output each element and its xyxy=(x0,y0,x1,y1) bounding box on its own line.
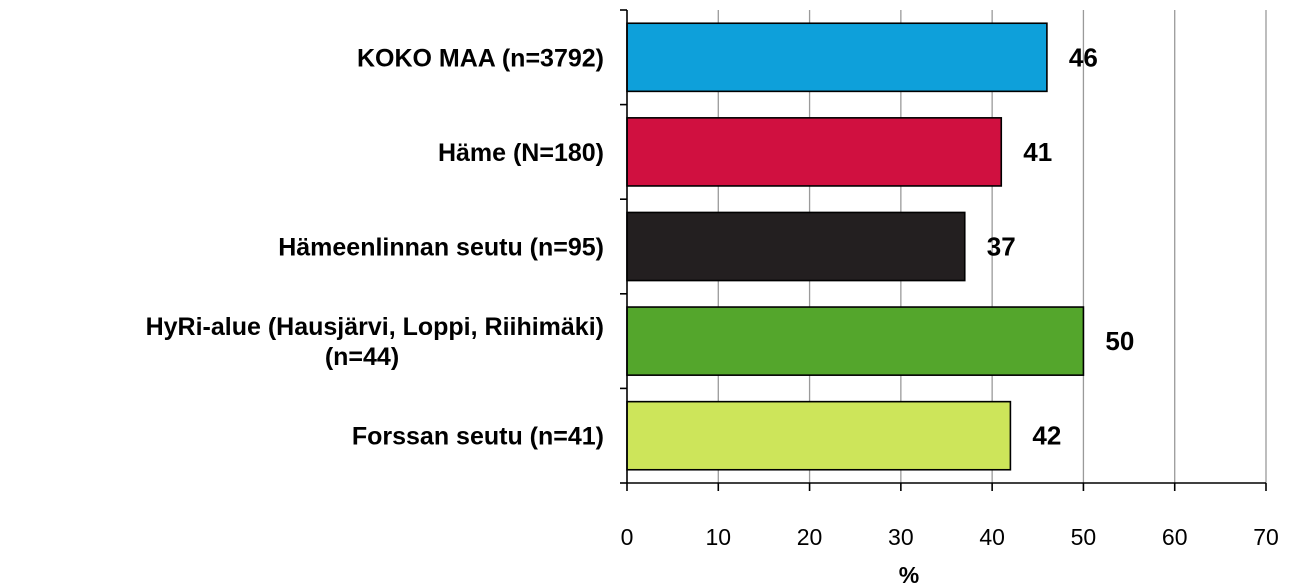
value-label-5: 42 xyxy=(1032,421,1061,451)
category-label-4: HyRi-alue (Hausjärvi, Loppi, Riihimäki)(… xyxy=(146,313,604,371)
bar-3 xyxy=(626,211,966,282)
labels: 46 KOKO MAA (n=3792) 41 Häme (N=180) 37 Hämee… xyxy=(146,42,1279,550)
bar-4 xyxy=(626,306,1085,376)
category-label-2: Häme (N=180) xyxy=(438,139,604,167)
x-tick-label-30: 30 xyxy=(888,524,914,550)
category-label-1: KOKO MAA (n=3792) xyxy=(357,44,604,72)
category-label-5: Forssan seutu (n=41) xyxy=(352,423,604,451)
x-tick-label-0: 0 xyxy=(621,524,634,550)
value-label-4: 50 xyxy=(1105,326,1134,356)
x-tick-label-70: 70 xyxy=(1253,524,1279,550)
category-label-line: Forssan seutu (n=41) xyxy=(352,423,604,451)
category-label-3: Hämeenlinnan seutu (n=95) xyxy=(278,234,604,262)
x-tick-label-60: 60 xyxy=(1162,524,1188,550)
x-tick-label-10: 10 xyxy=(705,524,731,550)
bar-2 xyxy=(626,117,1003,187)
category-label-line: Hämeenlinnan seutu (n=95) xyxy=(278,234,604,262)
category-label-line: HyRi-alue (Hausjärvi, Loppi, Riihimäki) xyxy=(146,313,604,341)
bars xyxy=(626,22,1085,471)
bar-1 xyxy=(626,22,1048,93)
x-tick-label-40: 40 xyxy=(979,524,1005,550)
axes xyxy=(620,9,1267,491)
x-axis-title: % xyxy=(899,562,919,586)
category-label-line: KOKO MAA (n=3792) xyxy=(357,44,604,72)
value-label-1: 46 xyxy=(1069,42,1098,72)
value-label-3: 37 xyxy=(987,232,1016,262)
x-tick-label-50: 50 xyxy=(1071,524,1097,550)
category-label-line: Häme (N=180) xyxy=(438,139,604,167)
category-label-line: (n=44) xyxy=(325,343,399,371)
bar-5 xyxy=(626,400,1012,471)
x-tick-label-20: 20 xyxy=(797,524,823,550)
value-label-2: 41 xyxy=(1023,137,1052,167)
